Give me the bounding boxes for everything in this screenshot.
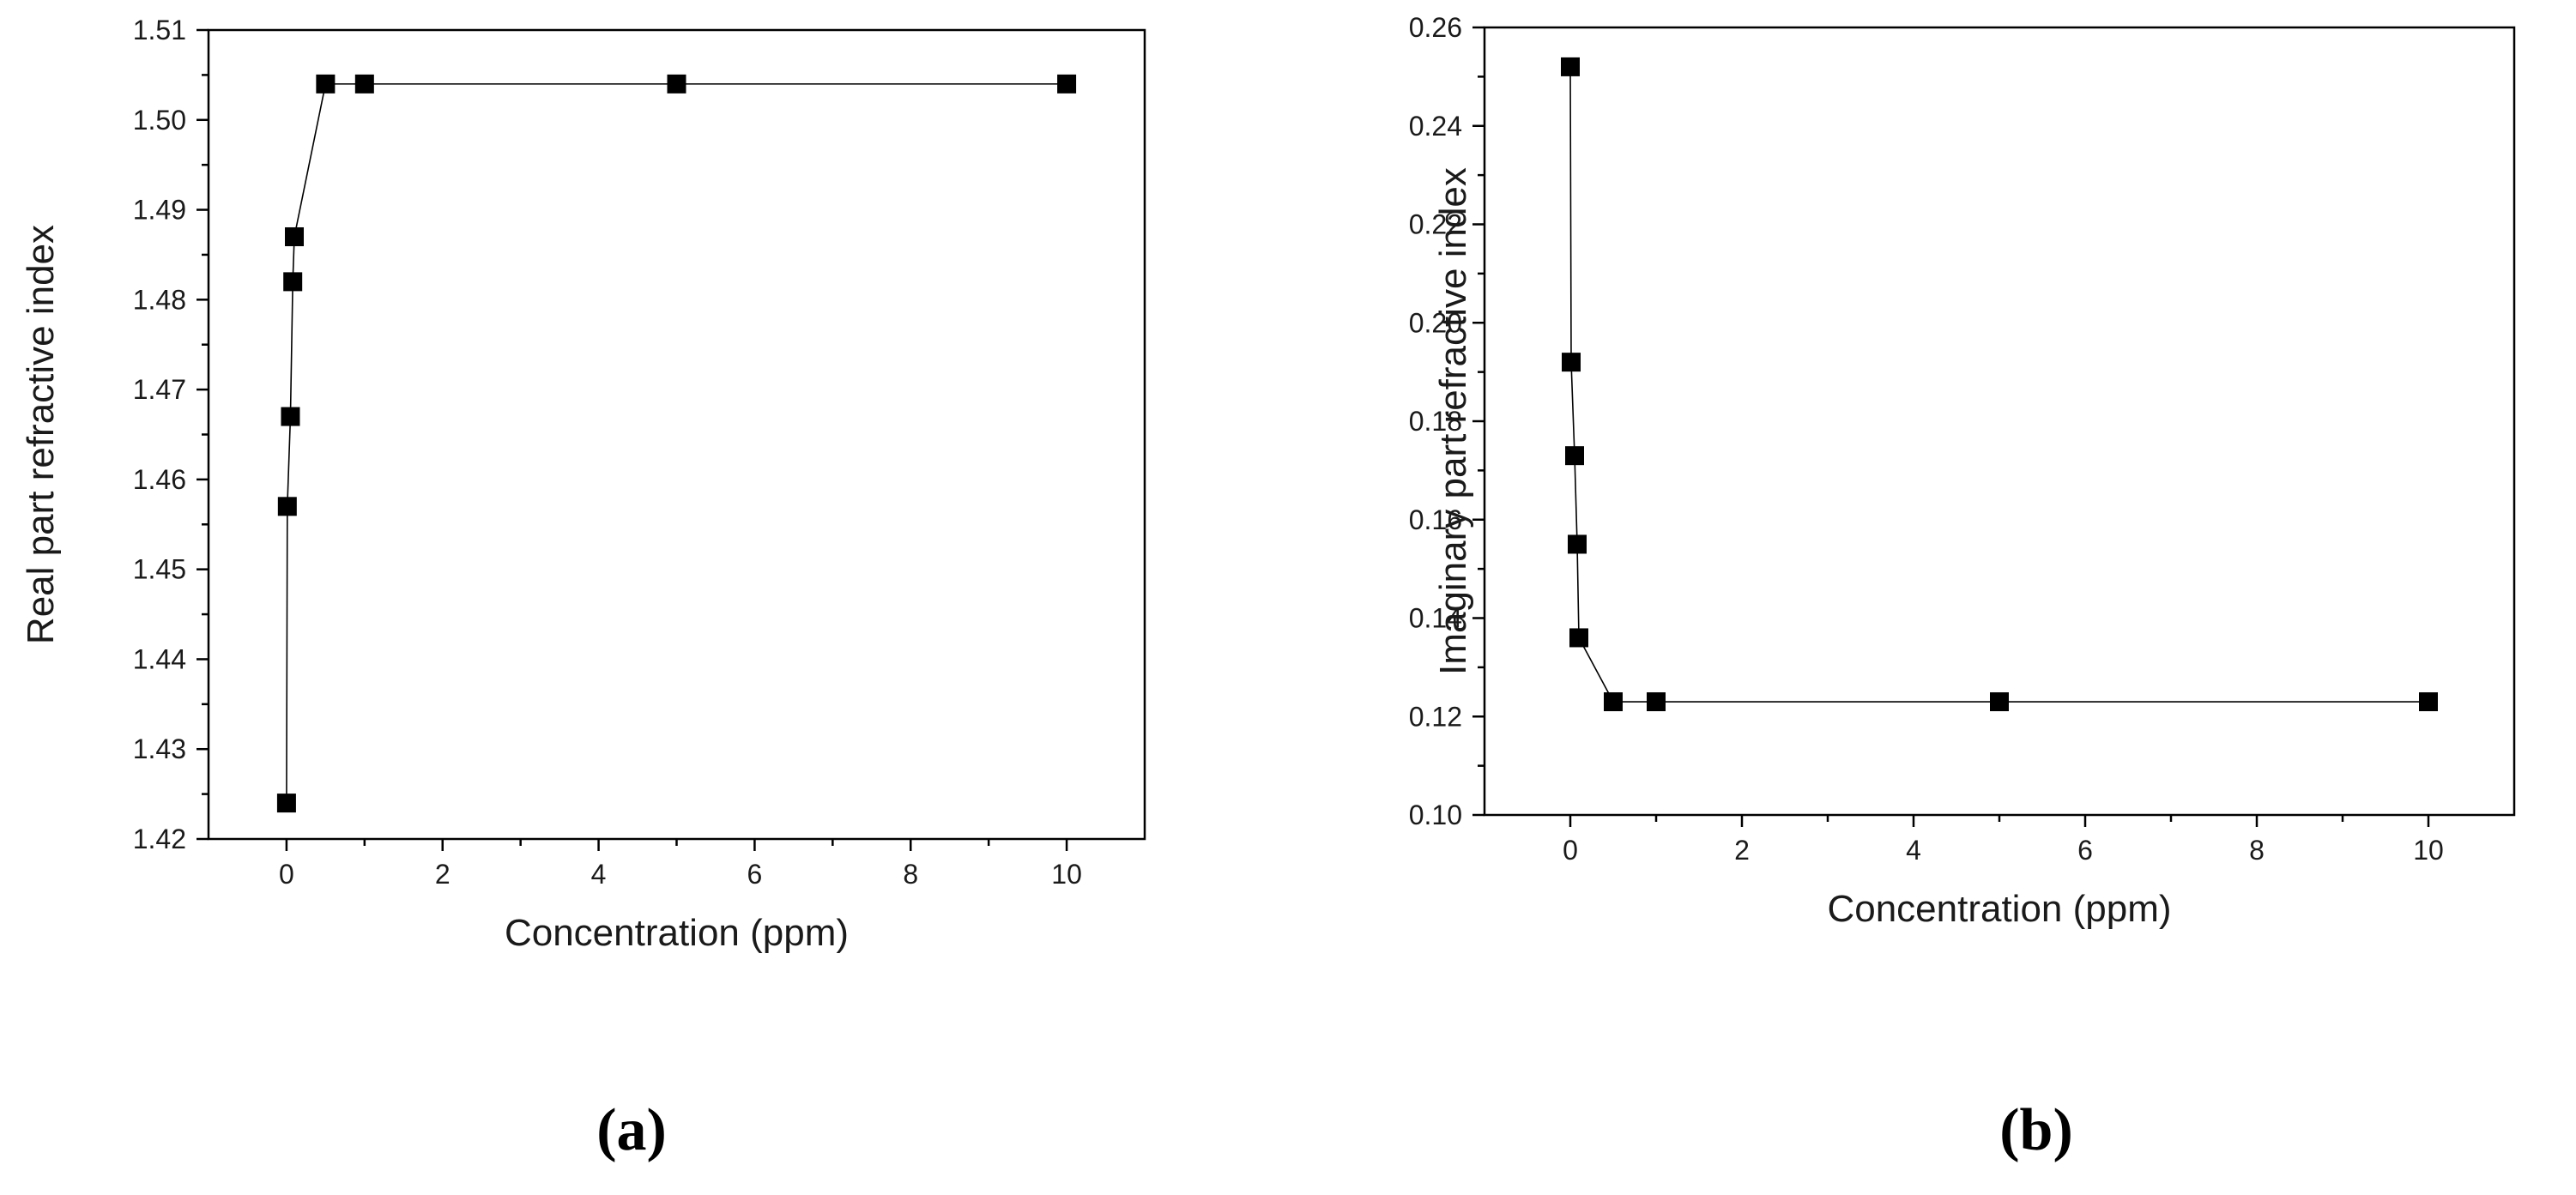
panel-a-y-tick-label: 1.51: [133, 15, 186, 45]
panel-a-y-tick-label: 1.42: [133, 824, 186, 854]
panel-a-y-tick-label: 1.44: [133, 643, 186, 674]
panel-b-y-tick-label: 0.12: [1409, 701, 1462, 732]
panel-a-y-tick-label: 1.45: [133, 554, 186, 585]
chart-panel-a: 0 2 4 6 8 10 1.42 1.43 1.44 1.45 1.46 1.47 1.48 1.49 1…: [20, 15, 1146, 1163]
panel-a-data-point: [1057, 74, 1077, 94]
panel-b-y-tick-label: 0.20: [1409, 307, 1462, 338]
panel-b-y-axis-title: Imaginary part refractive index: [1432, 167, 1474, 675]
panel-b-x-axis-title: Concentration (ppm): [1827, 888, 2171, 930]
panel-a-y-tick-label: 1.48: [133, 284, 186, 315]
panel-b-x-tick-label: 8: [2249, 835, 2265, 866]
panel-b-data-point: [1562, 353, 1581, 372]
panel-a-data-point: [667, 74, 686, 94]
panel-a-data-point: [276, 794, 296, 813]
panel-b-x-tick-label: 4: [1906, 835, 1921, 866]
panel-a-y-tick-label: 1.49: [133, 195, 186, 226]
panel-b-x-tick-label: 10: [2413, 835, 2444, 866]
panel-b-x-tick-label: 0: [1563, 835, 1578, 866]
panel-a-y-tick-label: 1.43: [133, 733, 186, 764]
panel-b-y-tick-label: 0.22: [1409, 209, 1462, 240]
panel-b-data-point: [1561, 57, 1580, 76]
panel-b-series-line: [1569, 66, 2428, 703]
panel-a-label: (a): [596, 1097, 667, 1163]
panel-b-data-point: [1565, 446, 1584, 466]
panel-a-y-tick-label: 1.47: [133, 374, 186, 405]
panel-b-x-tick-label: 6: [2077, 835, 2093, 866]
panel-a-y-tick-label: 1.50: [133, 105, 186, 136]
chart-panel-b: 0 2 4 6 8 10 0.10 0.12 0.14 0.16 0.18 0.20 0.22 0.24 0…: [1409, 12, 2516, 1163]
panel-b-data-point: [1647, 692, 1666, 712]
panel-a-series-line: [286, 83, 1067, 804]
panel-a-x-axis-title: Concentration (ppm): [505, 912, 849, 954]
panel-b-y-tick-label: 0.10: [1409, 800, 1462, 830]
panel-a-y-axis-title: Real part refractive index: [20, 225, 62, 644]
panel-a-x-tick-label: 2: [435, 859, 450, 890]
panel-a-data-point: [285, 226, 305, 246]
panel-a-data-point: [281, 407, 300, 426]
panel-a-data-point: [277, 497, 297, 516]
panel-a-data-point: [316, 74, 336, 94]
panel-a-x-tick-label: 8: [903, 859, 918, 890]
panel-b-data-point: [1569, 628, 1588, 648]
panel-b-x-tick-label: 2: [1734, 835, 1750, 866]
panel-a-plot-frame: [207, 28, 1146, 841]
panel-b-label: (b): [1999, 1097, 2073, 1163]
panel-a-x-tick-label: 10: [1051, 859, 1082, 890]
panel-b-y-tick-label: 0.24: [1409, 111, 1462, 142]
panel-b-data-point: [1604, 692, 1623, 712]
panel-b-y-tick-label: 0.18: [1409, 406, 1462, 437]
panel-b-data-point: [1568, 534, 1587, 554]
panel-a-x-tick-label: 6: [747, 859, 763, 890]
panel-b-y-tick-label: 0.26: [1409, 12, 1462, 43]
panel-a-x-tick-label: 0: [279, 859, 294, 890]
panel-a-x-tick-label: 4: [591, 859, 607, 890]
panel-a-data-point: [354, 74, 374, 94]
panel-b-y-tick-label: 0.16: [1409, 504, 1462, 535]
panel-b-y-tick-label: 0.14: [1409, 603, 1462, 634]
panel-a-y-tick-label: 1.46: [133, 464, 186, 495]
panel-b-data-point: [1990, 692, 2009, 712]
panel-a-data-point: [283, 272, 303, 292]
panel-b-data-point: [2419, 692, 2438, 712]
